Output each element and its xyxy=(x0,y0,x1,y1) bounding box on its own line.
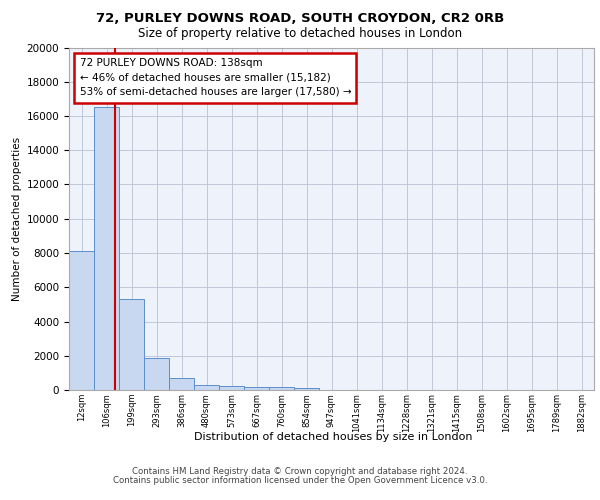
Bar xyxy=(194,385,219,390)
Text: 72, PURLEY DOWNS ROAD, SOUTH CROYDON, CR2 0RB: 72, PURLEY DOWNS ROAD, SOUTH CROYDON, CR… xyxy=(96,12,504,26)
Bar xyxy=(294,388,319,390)
Y-axis label: Number of detached properties: Number of detached properties xyxy=(13,136,22,301)
Bar xyxy=(144,358,169,390)
Bar xyxy=(219,386,244,390)
Bar xyxy=(244,387,269,390)
Text: 72 PURLEY DOWNS ROAD: 138sqm
← 46% of detached houses are smaller (15,182)
53% o: 72 PURLEY DOWNS ROAD: 138sqm ← 46% of de… xyxy=(79,58,351,98)
Bar xyxy=(169,378,194,390)
Bar xyxy=(269,387,294,390)
Text: Distribution of detached houses by size in London: Distribution of detached houses by size … xyxy=(194,432,472,442)
Bar xyxy=(119,299,144,390)
Text: Contains public sector information licensed under the Open Government Licence v3: Contains public sector information licen… xyxy=(113,476,487,485)
Bar xyxy=(69,252,94,390)
Text: Size of property relative to detached houses in London: Size of property relative to detached ho… xyxy=(138,28,462,40)
Bar xyxy=(94,108,119,390)
Text: Contains HM Land Registry data © Crown copyright and database right 2024.: Contains HM Land Registry data © Crown c… xyxy=(132,467,468,476)
